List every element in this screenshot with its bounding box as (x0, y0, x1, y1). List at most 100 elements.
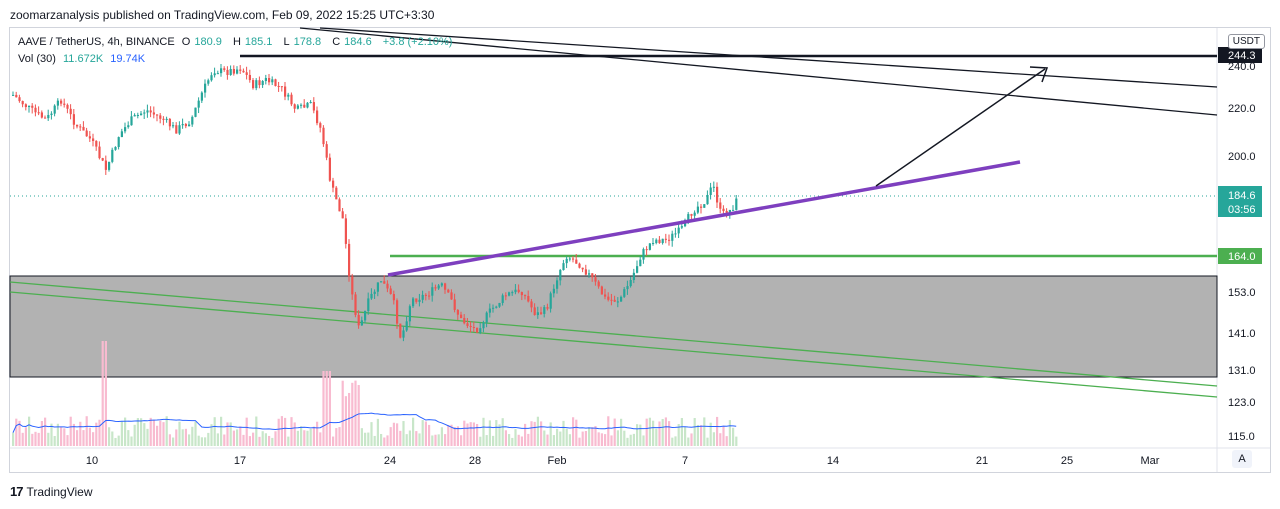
price-tick-label: 115.0 (1228, 431, 1255, 443)
volume-bar (584, 431, 587, 446)
candle-body (245, 72, 248, 75)
candle-body (34, 107, 37, 113)
published-line: zoomarzanalysis published on TradingView… (10, 8, 435, 22)
auto-scale-button[interactable]: A (1232, 450, 1252, 468)
volume-bar (725, 436, 728, 446)
volume-bar (207, 432, 210, 446)
volume-bar (559, 431, 562, 446)
candle-body (72, 114, 75, 125)
price-tick-label: 240.0 (1228, 61, 1256, 73)
candle-body (191, 116, 194, 125)
volume-bar (540, 421, 543, 446)
volume-bar (293, 422, 296, 446)
volume-bar (658, 421, 661, 446)
volume-bar (188, 434, 191, 446)
candle-body (440, 283, 443, 286)
currency-button[interactable]: USDT (1227, 34, 1265, 49)
volume-bar (392, 422, 395, 446)
volume-value: 11.672K (62, 53, 104, 65)
candle-body (207, 80, 210, 84)
volume-bar (472, 422, 475, 446)
volume-bar (696, 424, 699, 446)
ohlc-close: C 184.6 (332, 36, 372, 48)
volume-bar (536, 416, 539, 446)
volume-bar (447, 425, 450, 446)
volume-bar (450, 424, 453, 446)
candle-body (351, 276, 354, 295)
candle-body (655, 239, 658, 243)
volume-bar (28, 416, 31, 446)
candle-body (344, 218, 347, 244)
volume-bar (316, 421, 319, 446)
candle-body (392, 294, 395, 301)
candle-body (540, 312, 543, 314)
volume-bar (495, 420, 498, 446)
candle-body (674, 233, 677, 235)
volume-bar (312, 426, 315, 446)
volume-bar (556, 428, 559, 446)
candle-body (293, 104, 296, 109)
candle-body (610, 299, 613, 301)
volume-bar (280, 416, 283, 446)
candle-body (668, 239, 671, 241)
candle-body (469, 325, 472, 328)
volume-bar (562, 420, 565, 446)
chart-frame[interactable] (9, 27, 1271, 473)
volume-bar (306, 430, 309, 446)
volume-bar (252, 432, 255, 446)
volume-bar (290, 417, 293, 446)
volume-bar (639, 424, 642, 446)
candle-body (690, 214, 693, 216)
candle-body (648, 243, 651, 250)
candle-body (514, 289, 517, 293)
candle-body (152, 112, 155, 115)
rising-trendline (387, 160, 1021, 277)
volume-bar (284, 417, 287, 446)
volume-bar (600, 433, 603, 446)
volume-bar (511, 437, 514, 446)
candle-body (181, 124, 184, 126)
candle-body (693, 212, 696, 216)
candle-body (290, 94, 293, 105)
volume-bar (200, 437, 203, 446)
candle-body (543, 307, 546, 314)
volume-bar (469, 422, 472, 446)
volume-bar (466, 423, 469, 446)
candle-body (511, 292, 514, 294)
volume-bar (444, 434, 447, 446)
candle-body (24, 104, 27, 108)
volume-label: Vol (30) (18, 53, 56, 65)
candle-body (399, 323, 402, 338)
volume-bar (85, 416, 88, 446)
volume-bar (668, 421, 671, 446)
candle-body (309, 102, 312, 104)
volume-bar (508, 434, 511, 446)
volume-bar (159, 420, 162, 446)
candle-body (50, 113, 53, 115)
candle-body (373, 291, 376, 294)
candle-body (348, 243, 351, 277)
support-price-badge (1218, 248, 1262, 264)
resistance-price-badge (1218, 47, 1262, 63)
candle-body (620, 296, 623, 302)
volume-bar (722, 425, 725, 446)
candle-body (367, 298, 370, 312)
volume-bar (63, 428, 66, 446)
volume-bar (476, 423, 479, 446)
time-tick-label: 25 (1061, 455, 1073, 467)
candle-body (645, 249, 648, 251)
volume-bar (104, 341, 107, 446)
candle-body (332, 180, 335, 188)
candle-body (306, 102, 309, 108)
volume-bar (322, 371, 325, 446)
volume-bars (12, 341, 738, 446)
volume-bar (514, 429, 517, 446)
volume-bar (456, 426, 459, 446)
countdown-label: 03:56 (1228, 204, 1256, 216)
support-price-label: 164.0 (1228, 251, 1256, 263)
volume-bar (79, 421, 82, 446)
candle-body (47, 114, 50, 119)
candle-body (700, 206, 703, 208)
volume-bar (418, 433, 421, 446)
